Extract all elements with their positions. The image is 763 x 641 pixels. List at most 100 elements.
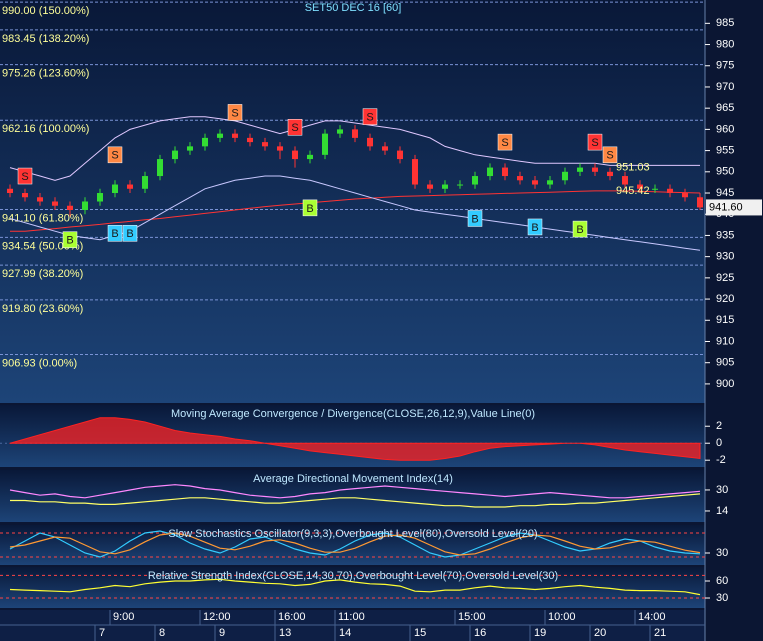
- indicator-line: [9, 532, 701, 556]
- y-tick-label: 910: [716, 335, 734, 347]
- day-label: 13: [279, 627, 291, 639]
- y-tick-label: 950: [716, 166, 734, 178]
- y-tick-label: 30: [716, 547, 728, 559]
- y-tick-label: 985: [716, 17, 734, 29]
- signal-label: S: [291, 122, 298, 134]
- candle-body: [502, 167, 508, 177]
- fib-label: 927.99 (38.20%): [2, 268, 83, 280]
- day-label: 16: [474, 627, 486, 639]
- candle-body: [67, 205, 73, 210]
- candle-body: [337, 129, 343, 134]
- x-tick-label: 16:00: [278, 611, 306, 623]
- signal-label: B: [531, 222, 538, 234]
- signal-label: B: [306, 203, 313, 215]
- y-tick-label: 945: [716, 187, 734, 199]
- day-label: 7: [99, 627, 105, 639]
- y-tick-label: 930: [716, 251, 734, 263]
- day-label: 9: [219, 627, 225, 639]
- price-annotation: 951.03: [616, 161, 650, 173]
- indicator-line: [9, 578, 701, 596]
- day-label: 19: [534, 627, 546, 639]
- indicator-line: [9, 530, 701, 558]
- overlay-line: [10, 190, 701, 232]
- fib-label: 962.16 (100.00%): [2, 123, 89, 135]
- candle-body: [112, 184, 118, 194]
- x-tick-label: 12:00: [203, 611, 231, 623]
- candle-body: [457, 184, 463, 186]
- fib-label: 983.45 (138.20%): [2, 33, 89, 45]
- candle-body: [142, 176, 148, 189]
- signal-box: [602, 146, 618, 164]
- candle-body: [517, 176, 523, 181]
- fib-label: 919.80 (23.60%): [2, 303, 83, 315]
- y-tick-label: 955: [716, 145, 734, 157]
- candle-body: [127, 184, 133, 189]
- fib-label: 975.26 (123.60%): [2, 68, 89, 80]
- candle-body: [7, 188, 13, 194]
- candle-body: [652, 188, 658, 190]
- day-label: 15: [414, 627, 426, 639]
- candle-body: [607, 171, 613, 177]
- y-tick-label: 900: [716, 378, 734, 390]
- candle-body: [622, 176, 628, 185]
- candle-body: [277, 146, 283, 151]
- panel-title: Relative Strength Index(CLOSE,14,30,70),…: [148, 570, 558, 582]
- candle-body: [397, 150, 403, 160]
- overlay-line: [9, 116, 700, 181]
- candle-body: [427, 184, 433, 189]
- candle-body: [22, 193, 28, 198]
- candle-body: [667, 188, 673, 194]
- panel-title: Slow Stochastics Oscillator(9,3,3),Overb…: [168, 528, 537, 540]
- candle-body: [262, 142, 268, 147]
- main-panel: [0, 0, 705, 403]
- signal-box: [362, 108, 378, 125]
- panel-title: Average Directional Movement Index(14): [253, 473, 453, 485]
- candle-body: [472, 176, 478, 185]
- y-tick-label: 960: [716, 123, 734, 135]
- signal-label: S: [591, 137, 598, 149]
- fib-label: 941.10 (61.80%): [2, 212, 83, 224]
- day-label: 14: [339, 627, 351, 639]
- candle-body: [52, 201, 58, 206]
- y-tick-label: 915: [716, 314, 734, 326]
- y-tick-label: 14: [716, 505, 728, 517]
- indicator-line: [9, 484, 701, 499]
- signal-label: S: [111, 150, 118, 162]
- y-tick-label: 905: [716, 357, 734, 369]
- candle-body: [367, 137, 373, 147]
- candle-body: [577, 167, 583, 172]
- candle-body: [532, 180, 538, 185]
- x-tick-label: 11:00: [338, 611, 365, 623]
- signal-label: S: [231, 107, 238, 119]
- signal-label: B: [111, 228, 118, 240]
- candle-body: [562, 171, 568, 181]
- signal-box: [107, 225, 123, 242]
- x-tick-label: 10:00: [548, 611, 576, 623]
- candle-body: [382, 146, 388, 151]
- candle-body: [202, 137, 208, 147]
- day-label: 8: [159, 627, 165, 639]
- signal-box: [17, 167, 33, 185]
- x-tick-label: 9:00: [113, 611, 134, 623]
- last-price-box: [706, 199, 762, 216]
- signal-box: [302, 199, 318, 217]
- signal-label: S: [21, 171, 28, 183]
- day-label: 20: [594, 627, 606, 639]
- signal-label: B: [126, 228, 133, 240]
- indicator-line: [10, 493, 701, 508]
- signal-label: B: [66, 235, 73, 247]
- signal-label: B: [576, 224, 583, 236]
- fib-label: 906.93 (0.00%): [2, 357, 77, 369]
- y-tick-label: 30: [716, 592, 728, 604]
- y-tick-label: 0: [716, 437, 722, 449]
- candle-body: [217, 133, 223, 138]
- y-tick-label: 965: [716, 102, 734, 114]
- candle-body: [292, 150, 298, 160]
- candle-body: [172, 150, 178, 160]
- y-tick-label: 920: [716, 293, 734, 305]
- candle-body: [352, 129, 358, 138]
- signal-label: S: [606, 150, 613, 162]
- candle-body: [547, 180, 553, 185]
- candle-body: [232, 133, 238, 138]
